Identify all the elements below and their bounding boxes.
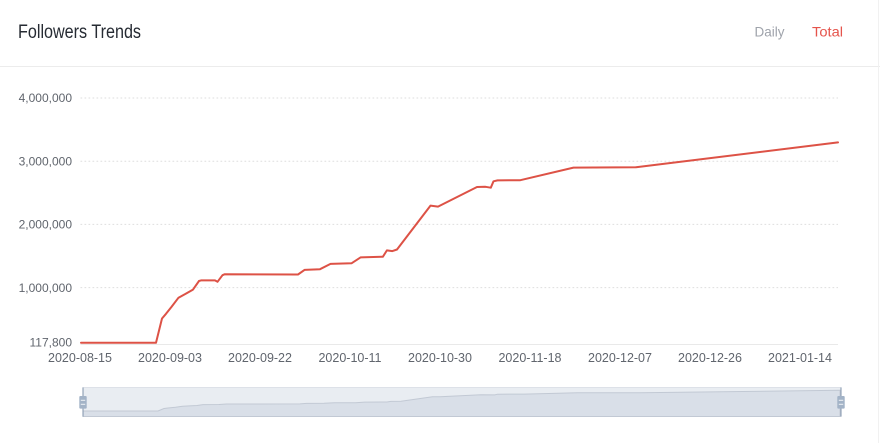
svg-text:2020-12-07: 2020-12-07 xyxy=(588,351,652,365)
svg-text:2021-01-14: 2021-01-14 xyxy=(768,351,832,365)
svg-text:2020-11-18: 2020-11-18 xyxy=(498,351,561,365)
svg-text:1,000,000: 1,000,000 xyxy=(19,281,73,295)
svg-text:Daily: Daily xyxy=(755,24,785,40)
svg-text:2020-12-26: 2020-12-26 xyxy=(678,351,742,365)
svg-text:4,000,000: 4,000,000 xyxy=(19,91,73,105)
svg-text:2020-09-03: 2020-09-03 xyxy=(138,351,202,365)
svg-text:3,000,000: 3,000,000 xyxy=(19,154,73,168)
svg-text:2020-08-15: 2020-08-15 xyxy=(48,351,112,365)
svg-text:117,800: 117,800 xyxy=(30,335,73,349)
svg-text:Followers Trends: Followers Trends xyxy=(18,21,141,43)
svg-text:2020-10-11: 2020-10-11 xyxy=(318,351,381,365)
svg-text:Total: Total xyxy=(812,24,843,40)
svg-text:2020-10-30: 2020-10-30 xyxy=(408,351,472,365)
svg-text:2,000,000: 2,000,000 xyxy=(19,218,73,232)
svg-text:2020-09-22: 2020-09-22 xyxy=(228,351,292,365)
